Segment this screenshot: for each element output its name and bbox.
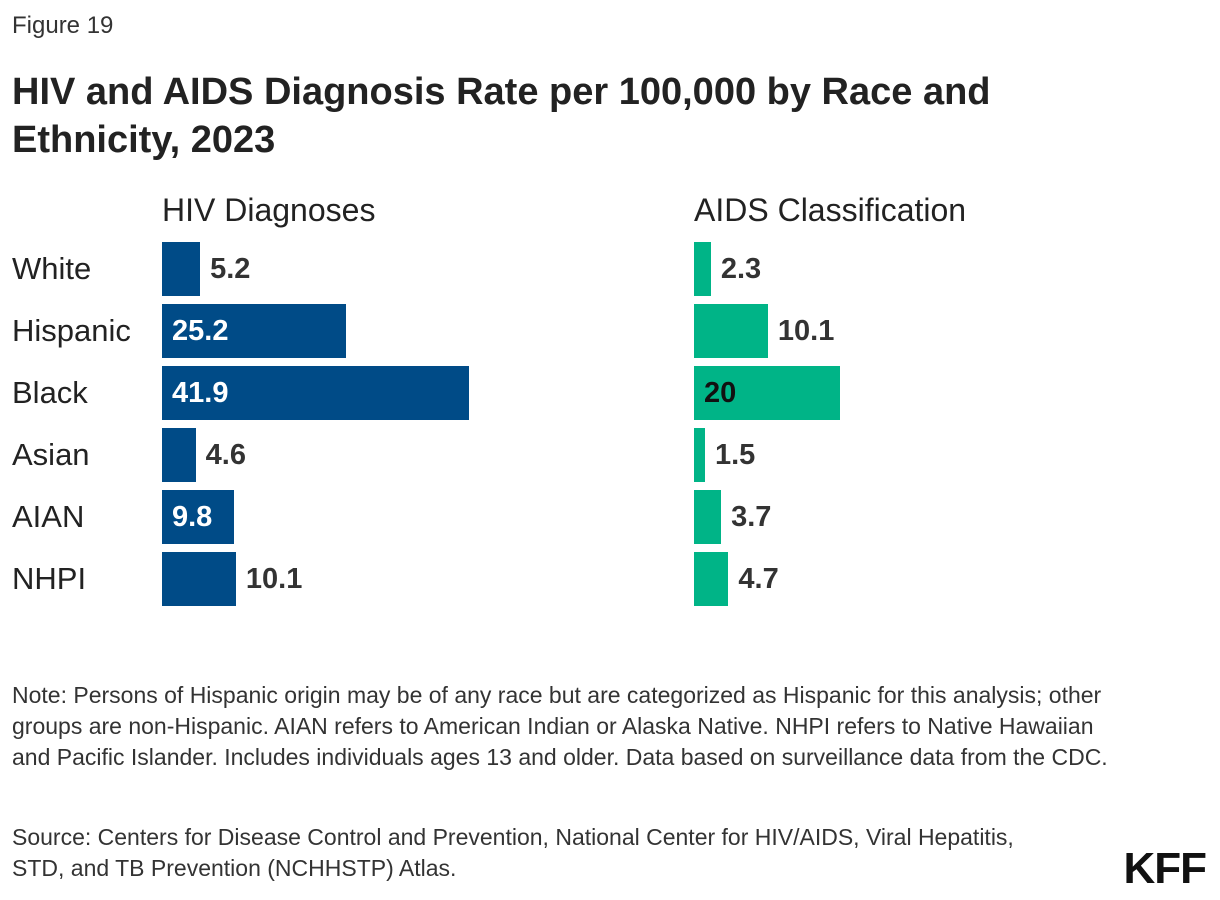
data-label: 5.2 <box>210 253 251 285</box>
category-label: AIAN <box>12 499 85 534</box>
bar <box>162 552 236 606</box>
bar <box>162 428 196 482</box>
chart-note: Note: Persons of Hispanic origin may be … <box>12 682 1108 770</box>
data-label: 4.7 <box>738 563 779 595</box>
bar <box>694 304 768 358</box>
panel-title-hiv: HIV Diagnoses <box>162 192 376 228</box>
data-label: 41.9 <box>172 377 229 409</box>
data-label: 1.5 <box>714 439 756 471</box>
bar <box>694 490 722 544</box>
bar <box>162 242 201 296</box>
data-label: 25.2 <box>172 315 229 347</box>
figure-label: Figure 19 <box>12 12 114 39</box>
bar <box>694 552 729 606</box>
data-label: 9.8 <box>172 501 213 533</box>
bar <box>694 366 841 420</box>
data-label: 2.3 <box>720 253 762 285</box>
category-label: White <box>12 251 92 286</box>
bar <box>162 490 234 544</box>
category-label: Asian <box>12 437 90 472</box>
panel-title-aids: AIDS Classification <box>694 192 967 228</box>
bar <box>694 428 705 482</box>
data-label: 10.1 <box>777 315 835 347</box>
category-label: Hispanic <box>12 313 131 348</box>
bar <box>694 242 711 296</box>
data-label: 4.6 <box>205 439 246 471</box>
bar <box>162 366 469 420</box>
chart-title: HIV and AIDS Diagnosis Rate per 100,000 … <box>12 71 991 161</box>
data-label: 10.1 <box>245 563 303 595</box>
bar <box>162 304 347 358</box>
kff-logo: KFF <box>1123 844 1207 893</box>
category-label: Black <box>12 375 88 410</box>
chart-source: Source: Centers for Disease Control and … <box>12 824 1014 881</box>
data-label: 3.7 <box>731 501 772 533</box>
category-label: NHPI <box>12 561 87 596</box>
data-label: 20 <box>704 377 737 409</box>
